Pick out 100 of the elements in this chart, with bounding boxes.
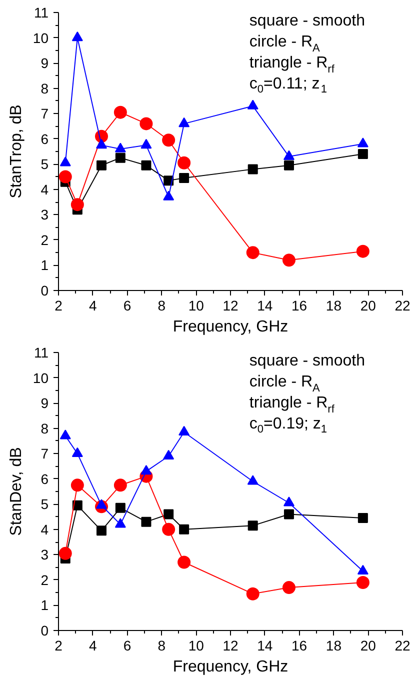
point bbox=[283, 496, 294, 506]
point bbox=[179, 524, 190, 534]
point bbox=[164, 509, 174, 520]
point bbox=[246, 587, 260, 600]
x-tick-label: 20 bbox=[360, 638, 376, 654]
point bbox=[96, 499, 107, 509]
point bbox=[114, 106, 127, 119]
point bbox=[96, 526, 106, 536]
point bbox=[162, 134, 176, 147]
x-tick-label: 2 bbox=[54, 298, 63, 314]
x-tick-label: 18 bbox=[326, 638, 342, 654]
y-tick-label: 3 bbox=[40, 546, 49, 563]
x-tick-label: 10 bbox=[188, 638, 204, 654]
y-tick-label: 6 bbox=[40, 470, 49, 487]
y-tick-label: 4 bbox=[40, 181, 49, 198]
x-tick-label: 12 bbox=[222, 638, 238, 654]
x-tick-label: 10 bbox=[188, 298, 204, 314]
x-tick-label: 20 bbox=[360, 298, 376, 314]
point bbox=[178, 156, 191, 170]
x-tick-label: 18 bbox=[326, 298, 342, 314]
point bbox=[60, 156, 71, 166]
point bbox=[246, 246, 260, 260]
point bbox=[248, 520, 258, 531]
point bbox=[72, 447, 83, 457]
y-tick-label: 11 bbox=[34, 4, 49, 20]
y-tick-label: 6 bbox=[40, 130, 49, 147]
point bbox=[178, 556, 191, 569]
point bbox=[358, 149, 368, 160]
point bbox=[72, 32, 83, 42]
y-tick-label: 10 bbox=[32, 30, 49, 46]
y-tick-label: 0 bbox=[40, 622, 49, 638]
point bbox=[60, 430, 71, 440]
x-tick-label: 14 bbox=[257, 638, 273, 654]
y-tick-label: 5 bbox=[40, 496, 49, 512]
point bbox=[247, 100, 258, 110]
point bbox=[282, 254, 296, 267]
x-tick-label: 16 bbox=[292, 298, 308, 314]
point bbox=[162, 522, 176, 536]
annotation: square - smooth bbox=[249, 12, 366, 30]
x-tick-label: 6 bbox=[123, 298, 132, 314]
point bbox=[70, 198, 84, 212]
y-tick-label: 2 bbox=[40, 572, 49, 588]
y-axis-title: StanDev, dB bbox=[8, 447, 25, 536]
point bbox=[283, 150, 294, 160]
y-tick-label: 7 bbox=[40, 446, 49, 462]
point bbox=[115, 502, 126, 513]
point bbox=[141, 160, 152, 170]
point bbox=[141, 516, 152, 527]
y-tick-label: 8 bbox=[40, 420, 49, 436]
x-tick-label: 22 bbox=[394, 298, 410, 314]
point bbox=[178, 117, 190, 128]
point bbox=[282, 581, 296, 594]
point bbox=[284, 160, 294, 170]
annotation: square - smooth bbox=[249, 352, 366, 370]
x-tick-label: 16 bbox=[292, 638, 308, 654]
point bbox=[96, 160, 106, 170]
point bbox=[114, 518, 126, 528]
point bbox=[357, 138, 368, 148]
point bbox=[140, 138, 152, 149]
y-tick-label: 4 bbox=[40, 521, 49, 538]
x-tick-label: 6 bbox=[123, 638, 132, 654]
y-tick-label: 2 bbox=[40, 232, 49, 248]
point bbox=[178, 426, 190, 436]
point bbox=[356, 244, 370, 258]
x-axis-title: Frequency, GHz bbox=[172, 318, 288, 336]
y-tick-label: 11 bbox=[34, 344, 49, 360]
x-tick-label: 8 bbox=[158, 298, 166, 314]
y-tick-label: 8 bbox=[40, 80, 49, 96]
point bbox=[58, 170, 72, 184]
point bbox=[248, 164, 258, 174]
y-tick-label: 7 bbox=[40, 106, 49, 122]
x-tick-label: 8 bbox=[158, 638, 166, 654]
point bbox=[115, 152, 126, 163]
point bbox=[114, 142, 126, 152]
point bbox=[70, 478, 84, 492]
y-tick-label: 0 bbox=[40, 282, 49, 298]
y-tick-label: 1 bbox=[40, 257, 49, 274]
y-tick-label: 5 bbox=[40, 156, 49, 172]
y-tick-label: 10 bbox=[32, 370, 49, 386]
point bbox=[114, 478, 127, 492]
x-tick-label: 4 bbox=[89, 638, 98, 654]
point bbox=[356, 576, 370, 589]
y-axis-title: StanTrop, dB bbox=[8, 104, 25, 198]
point bbox=[284, 509, 294, 520]
x-tick-label: 12 bbox=[222, 298, 238, 314]
y-tick-label: 1 bbox=[40, 597, 49, 614]
x-tick-label: 22 bbox=[394, 638, 410, 654]
point bbox=[163, 190, 174, 200]
y-tick-label: 9 bbox=[40, 395, 49, 412]
point bbox=[179, 173, 190, 184]
y-tick-label: 9 bbox=[40, 55, 49, 72]
x-tick-label: 2 bbox=[54, 638, 63, 654]
y-tick-label: 3 bbox=[40, 206, 49, 223]
point bbox=[140, 117, 153, 130]
point bbox=[58, 546, 72, 560]
x-tick-label: 14 bbox=[257, 298, 273, 314]
x-axis-title: Frequency, GHz bbox=[172, 658, 288, 676]
point bbox=[247, 475, 258, 485]
point bbox=[163, 450, 174, 460]
point bbox=[140, 465, 152, 475]
